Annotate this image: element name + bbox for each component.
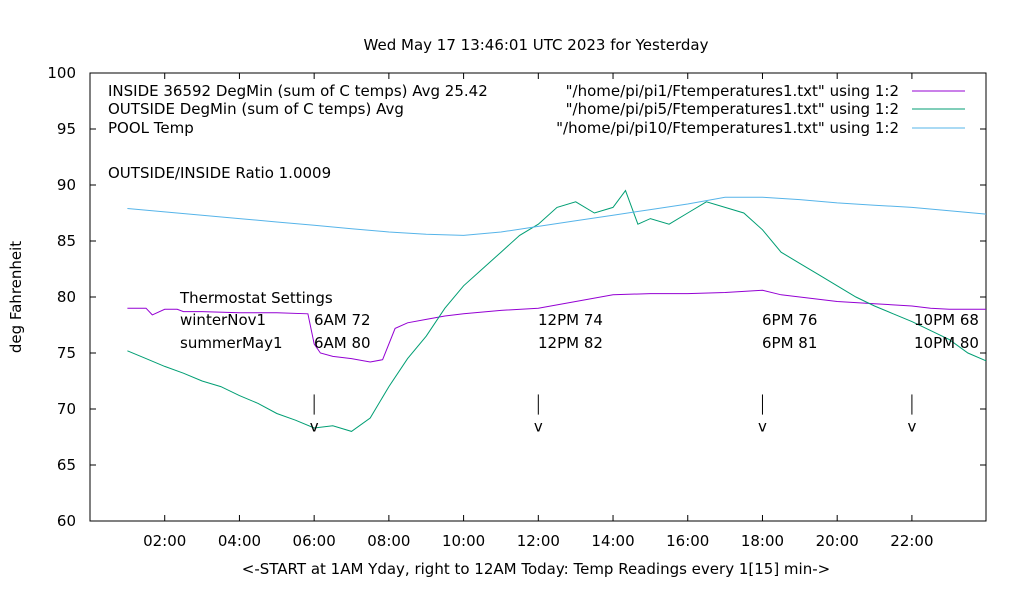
marker-glyph: v — [907, 417, 916, 435]
summer-setting-6am: 6AM 80 — [314, 334, 371, 352]
ratio-label: OUTSIDE/INSIDE Ratio 1.0009 — [108, 164, 331, 182]
winter-setting-6am: 6AM 72 — [314, 311, 371, 329]
schedule-name-winter: winterNov1 — [180, 311, 266, 329]
x-tick-label: 02:00 — [143, 532, 186, 550]
series-layer — [127, 189, 987, 432]
legend: "/home/pi/pi1/Ftemperatures1.txt" using … — [556, 82, 965, 137]
y-tick-label: 65 — [57, 456, 76, 474]
y-axis-label: deg Fahrenheit — [7, 241, 25, 353]
y-tick-label: 100 — [47, 64, 76, 82]
x-axis-label: <-START at 1AM Yday, right to 12AM Today… — [242, 560, 830, 578]
winter-setting-6pm: 6PM 76 — [762, 311, 817, 329]
y-tick-label: 85 — [57, 232, 76, 250]
summer-setting-10pm: 10PM 80 — [914, 334, 979, 352]
x-tick-label: 10:00 — [442, 532, 485, 550]
y-tick-label: 95 — [57, 120, 76, 138]
y-tick-label: 60 — [57, 512, 76, 530]
y-tick-label: 80 — [57, 288, 76, 306]
summer-setting-12pm: 12PM 82 — [538, 334, 603, 352]
y-tick-label: 70 — [57, 400, 76, 418]
annotations: INSIDE 36592 DegMin (sum of C temps) Avg… — [108, 82, 979, 352]
x-tick-label: 20:00 — [816, 532, 859, 550]
marker-glyph: v — [534, 417, 543, 435]
x-tick-label: 12:00 — [517, 532, 560, 550]
y-tick-label: 75 — [57, 344, 76, 362]
pool-temperature-line — [127, 196, 987, 236]
y-tick-label: 90 — [57, 176, 76, 194]
x-tick-label: 18:00 — [741, 532, 784, 550]
summer-setting-6pm: 6PM 81 — [762, 334, 817, 352]
winter-setting-12pm: 12PM 74 — [538, 311, 603, 329]
x-tick-label: 14:00 — [591, 532, 634, 550]
legend-entry-outside: "/home/pi/pi5/Ftemperatures1.txt" using … — [566, 100, 899, 118]
marker-glyph: v — [310, 417, 319, 435]
inside-temperature-line — [127, 289, 986, 363]
pool-label: POOL Temp — [108, 119, 194, 137]
inside-summary: INSIDE 36592 DegMin (sum of C temps) Avg… — [108, 82, 488, 100]
winter-setting-10pm: 10PM 68 — [914, 311, 979, 329]
schedule-name-summer: summerMay1 — [180, 334, 283, 352]
x-tick-label: 16:00 — [666, 532, 709, 550]
x-tick-label: 04:00 — [218, 532, 261, 550]
x-tick-label: 08:00 — [367, 532, 410, 550]
axis-ticks: 60 65 70 75 80 85 90 95 100 02:00 04:00 06:00 08:00 1… — [47, 64, 986, 550]
legend-entry-inside: "/home/pi/pi1/Ftemperatures1.txt" using … — [566, 82, 899, 100]
legend-entry-pool: "/home/pi/pi10/Ftemperatures1.txt" using… — [556, 119, 899, 137]
chart-title: Wed May 17 13:46:01 UTC 2023 for Yesterd… — [364, 36, 709, 54]
outside-temperature-line — [127, 189, 987, 432]
outside-summary: OUTSIDE DegMin (sum of C temps) Avg — [108, 100, 404, 118]
thermostat-title: Thermostat Settings — [179, 289, 333, 307]
marker-glyph: v — [758, 417, 767, 435]
x-tick-label: 06:00 — [293, 532, 336, 550]
x-tick-label: 22:00 — [890, 532, 933, 550]
